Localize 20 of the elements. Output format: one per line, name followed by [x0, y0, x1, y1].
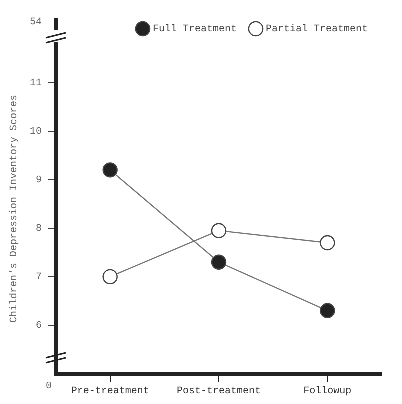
- y-tick-label: 10: [30, 126, 42, 138]
- y-tick-label: 6: [36, 321, 42, 332]
- point: [320, 303, 336, 319]
- y-tick-label: 9: [36, 176, 42, 187]
- y-tick-label: 7: [36, 272, 42, 284]
- x-tick-label: Post-treatment: [176, 386, 262, 398]
- point: [102, 162, 118, 178]
- legend-label: Full Treatment: [152, 24, 237, 36]
- legend-label: Partial Treatment: [266, 24, 368, 36]
- point: [211, 254, 227, 270]
- point: [211, 223, 227, 238]
- x-tick-label: Pre-treatment: [71, 386, 150, 398]
- y-tick-label: 11: [30, 78, 42, 90]
- y-axis-title: Children's Depression Inventory Scores: [8, 94, 21, 324]
- y-tick-label: 8: [36, 224, 42, 236]
- text: 54: [30, 18, 42, 29]
- point: [102, 269, 118, 285]
- x-tick-label: Followup: [304, 386, 352, 398]
- point: [320, 235, 336, 251]
- text: 0: [46, 382, 52, 393]
